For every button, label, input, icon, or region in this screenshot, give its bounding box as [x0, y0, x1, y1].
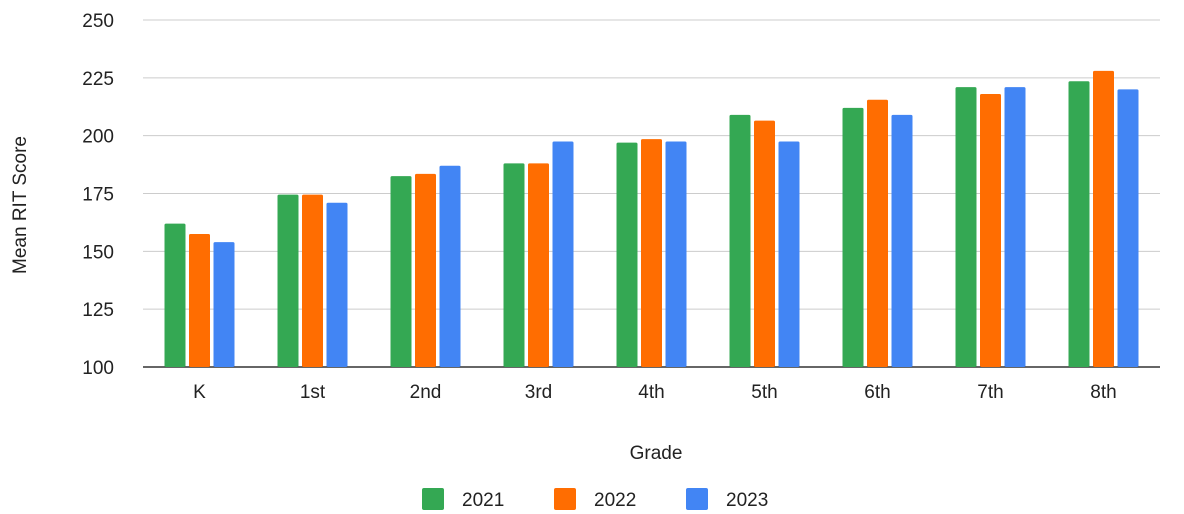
bar-2023-3rd	[552, 141, 574, 367]
x-tick-label: K	[193, 382, 206, 403]
legend-label-2022: 2022	[594, 490, 636, 511]
bar-2023-1st	[326, 202, 348, 367]
y-axis-title: Mean RIT Score	[10, 136, 31, 274]
x-axis-title: Grade	[630, 443, 683, 464]
x-tick-label: 5th	[751, 382, 777, 403]
bars	[164, 70, 1139, 368]
x-tick-label: 8th	[1090, 382, 1116, 403]
bar-2021-7th	[955, 87, 977, 367]
y-tick-label: 225	[82, 69, 114, 90]
bar-2021-1st	[277, 194, 299, 367]
bar-2021-5th	[729, 114, 751, 367]
bar-2022-5th	[754, 120, 775, 367]
bar-2021-6th	[842, 107, 864, 367]
bar-2022-K	[189, 233, 210, 367]
y-tick-label: 250	[82, 11, 114, 32]
y-tick-label: 100	[82, 358, 114, 379]
bar-2023-7th	[1004, 87, 1026, 367]
legend-swatch-2021	[422, 488, 444, 510]
bar-2023-5th	[778, 141, 800, 367]
bar-2023-8th	[1117, 89, 1139, 368]
bar-2021-4th	[616, 142, 638, 367]
bar-2022-8th	[1093, 70, 1114, 367]
x-tick-label: 2nd	[410, 382, 442, 403]
y-tick-label: 150	[82, 242, 114, 263]
bar-2023-4th	[665, 141, 687, 367]
legend-label-2023: 2023	[726, 490, 768, 511]
bar-2021-K	[164, 223, 186, 367]
y-tick-label: 200	[82, 127, 114, 148]
bar-2021-3rd	[503, 163, 525, 367]
x-tick-label: 3rd	[525, 382, 552, 403]
legend: 2021 2022 2023	[422, 488, 768, 511]
x-tick-label: 4th	[638, 382, 664, 403]
bar-2023-K	[213, 242, 235, 367]
legend-swatch-2023	[686, 488, 708, 510]
x-tick-label: 6th	[864, 382, 890, 403]
bar-2022-3rd	[528, 163, 549, 367]
bar-2022-7th	[980, 94, 1001, 367]
bar-2022-6th	[867, 99, 888, 367]
bar-2023-6th	[891, 114, 913, 367]
bar-2022-1st	[302, 194, 323, 367]
bar-2021-2nd	[390, 176, 412, 367]
y-tick-label: 175	[82, 185, 114, 206]
bar-2022-2nd	[415, 173, 436, 367]
legend-label-2021: 2021	[462, 490, 504, 511]
legend-swatch-2022	[554, 488, 576, 510]
bar-2021-8th	[1068, 81, 1090, 367]
bar-2023-2nd	[439, 165, 461, 367]
x-axis-ticks: K 1st 2nd 3rd 4th 5th 6th 7th 8th	[193, 382, 1117, 403]
y-tick-label: 125	[82, 300, 114, 321]
x-tick-label: 7th	[977, 382, 1003, 403]
x-tick-label: 1st	[300, 382, 326, 403]
y-axis-ticks: 100 125 150 175 200 225 250	[82, 11, 114, 379]
bar-2022-4th	[641, 139, 662, 367]
